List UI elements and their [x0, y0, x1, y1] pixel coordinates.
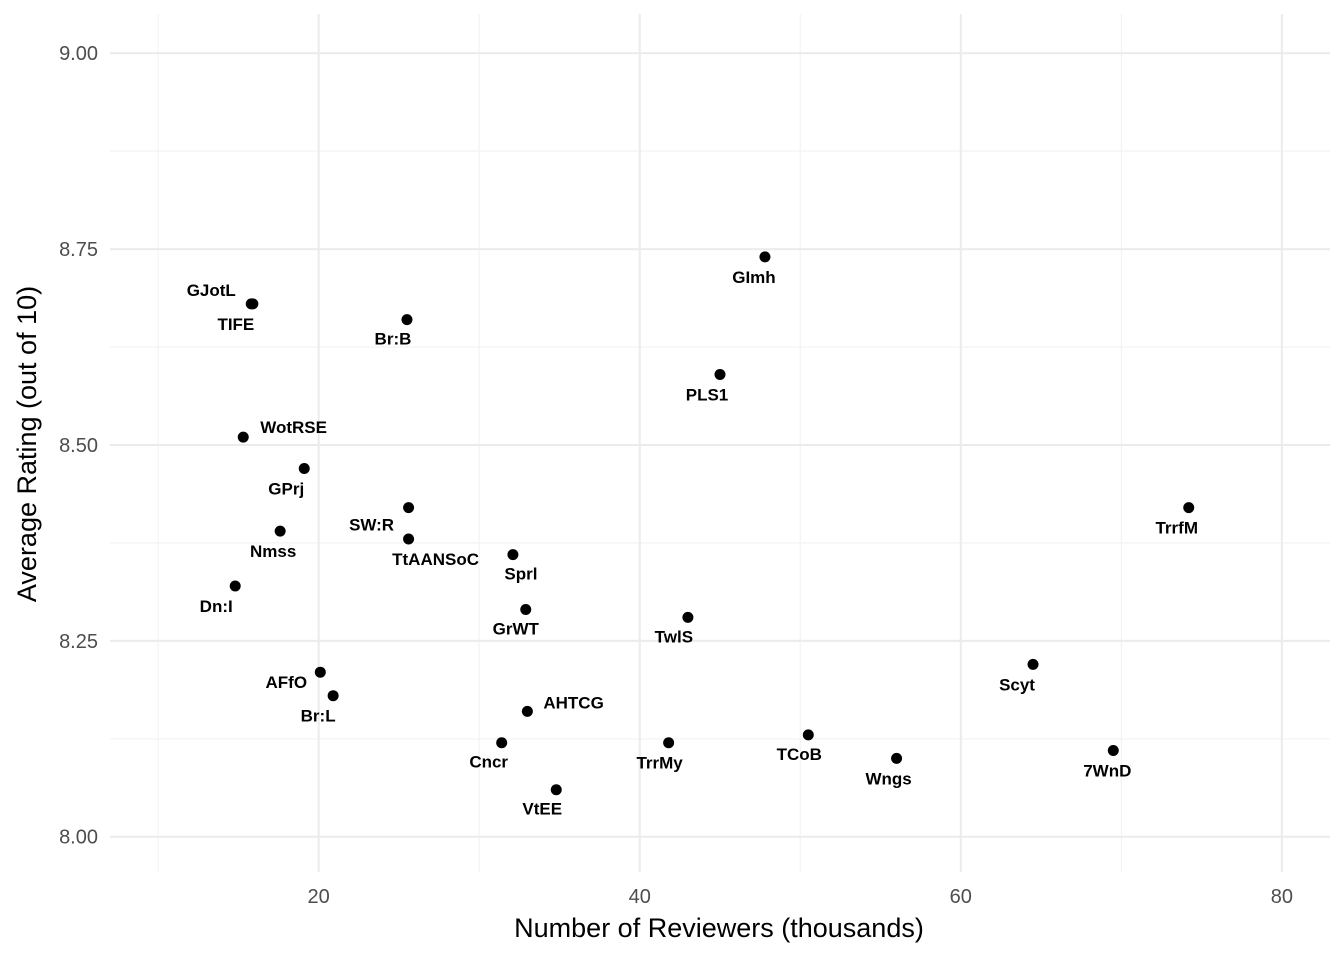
point-label: Sprl [504, 565, 537, 584]
data-point [759, 251, 771, 263]
data-point [1183, 502, 1195, 514]
point-label: SW:R [349, 516, 394, 535]
y-axis-title: Average Rating (out of 10) [12, 286, 42, 602]
data-point [682, 611, 694, 623]
data-point [314, 666, 326, 678]
x-axis-title: Number of Reviewers (thousands) [514, 913, 924, 943]
data-point [507, 549, 519, 561]
point-label: TCoB [777, 745, 822, 764]
point-label: GPrj [268, 479, 304, 498]
point-label: TtAANSoC [392, 550, 479, 569]
point-label: TwlS [655, 627, 693, 646]
data-point [521, 705, 533, 717]
data-point [520, 604, 532, 616]
y-tick-label: 8.50 [59, 435, 98, 457]
point-label: Dn:I [200, 597, 233, 616]
data-point [1027, 658, 1039, 670]
point-label: AHTCG [543, 693, 603, 712]
data-point [1107, 745, 1119, 757]
data-point [891, 752, 903, 764]
axis-ticks: 20 40 60 80 8.00 8.25 8.50 8.75 9.00 [59, 43, 1293, 908]
point-label: Cncr [469, 753, 508, 772]
data-point [229, 580, 241, 592]
data-point [298, 462, 310, 474]
point-label: GrWT [493, 620, 540, 639]
data-point [802, 729, 814, 741]
point-labels: GJotL TIFE Br:B GImh PLS1 WotRSE GPrj SW:R TtAAN… [187, 268, 1198, 819]
point-label: AFfO [266, 673, 308, 692]
data-point [247, 298, 259, 310]
point-label: Br:L [301, 707, 336, 726]
y-tick-label: 8.25 [59, 631, 98, 653]
grid [110, 14, 1330, 872]
point-label: Nmss [250, 542, 296, 561]
x-tick-label: 20 [308, 886, 330, 908]
x-tick-label: 80 [1271, 886, 1293, 908]
data-point [237, 431, 249, 443]
point-label: PLS1 [686, 385, 729, 404]
point-label: GJotL [187, 281, 236, 300]
data-point [550, 784, 562, 796]
data-point [663, 737, 675, 749]
x-tick-label: 40 [629, 886, 651, 908]
point-label: VtEE [522, 800, 562, 819]
data-point [327, 690, 339, 702]
y-tick-label: 8.00 [59, 827, 98, 849]
point-label: TrrfM [1155, 519, 1198, 538]
x-tick-label: 60 [950, 886, 972, 908]
y-tick-label: 9.00 [59, 43, 98, 65]
point-label: WotRSE [260, 418, 327, 437]
data-point [403, 502, 415, 514]
point-label: Wngs [865, 769, 911, 788]
point-label: 7WnD [1083, 762, 1131, 781]
data-points [229, 251, 1195, 796]
data-point [401, 314, 413, 326]
point-label: Br:B [375, 330, 412, 349]
data-point [714, 368, 726, 380]
data-point [403, 533, 415, 545]
point-label: TrrMy [636, 754, 683, 773]
data-point [274, 525, 286, 537]
point-label: GImh [732, 268, 775, 287]
point-label: TIFE [217, 315, 254, 334]
y-tick-label: 8.75 [59, 239, 98, 261]
data-point [496, 737, 508, 749]
point-label: Scyt [999, 675, 1035, 694]
